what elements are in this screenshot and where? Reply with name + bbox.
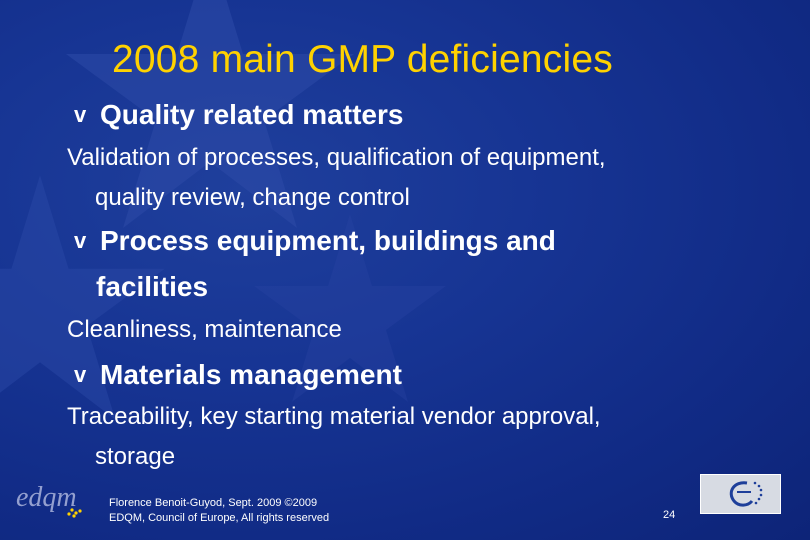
footer-credit-line2: EDQM, Council of Europe, All rights rese… [109, 512, 330, 524]
section-detail-equipment: Cleanliness, maintenance [67, 310, 342, 350]
detail-text-continued: quality review, change control [95, 184, 410, 211]
council-of-europe-logo [700, 474, 781, 514]
council-of-europe-emblem-icon [729, 481, 763, 507]
section-heading-equipment: v Process equipment, buildings and facili… [74, 218, 556, 310]
edqm-logo: edqm [16, 482, 82, 518]
diamond-bullet-icon: v [74, 102, 87, 127]
diamond-bullet-icon: v [74, 362, 87, 387]
background-star-icon [0, 175, 165, 420]
diamond-bullet-icon: v [74, 228, 87, 253]
heading-text: Process equipment, buildings and [100, 225, 556, 256]
svg-text:edqm: edqm [16, 482, 77, 513]
heading-text: Quality related matters [100, 99, 404, 130]
section-heading-quality: v Quality related matters [74, 92, 403, 138]
slide-title: 2008 main GMP deficiencies [112, 38, 613, 81]
heading-text: Materials management [100, 359, 402, 390]
background-star-icon [254, 214, 446, 402]
section-detail-quality: Validation of processes, qualification o… [67, 138, 606, 218]
section-detail-materials: Traceability, key starting material vend… [67, 397, 601, 477]
section-heading-materials: v Materials management [74, 352, 402, 398]
detail-text: Cleanliness, maintenance [67, 316, 342, 343]
footer-credit-line1: Florence Benoit-Guyod, Sept. 2009 ©2009 [109, 497, 318, 509]
detail-text: Validation of processes, qualification o… [67, 144, 606, 171]
background-star-icon [66, 0, 354, 228]
detail-text: Traceability, key starting material vend… [67, 403, 601, 430]
footer-credit: Florence Benoit-Guyod, Sept. 2009 ©2009 … [109, 496, 329, 526]
page-number: 24 [663, 509, 676, 521]
detail-text-continued: storage [95, 443, 176, 470]
heading-text-continued: facilities [96, 271, 209, 302]
